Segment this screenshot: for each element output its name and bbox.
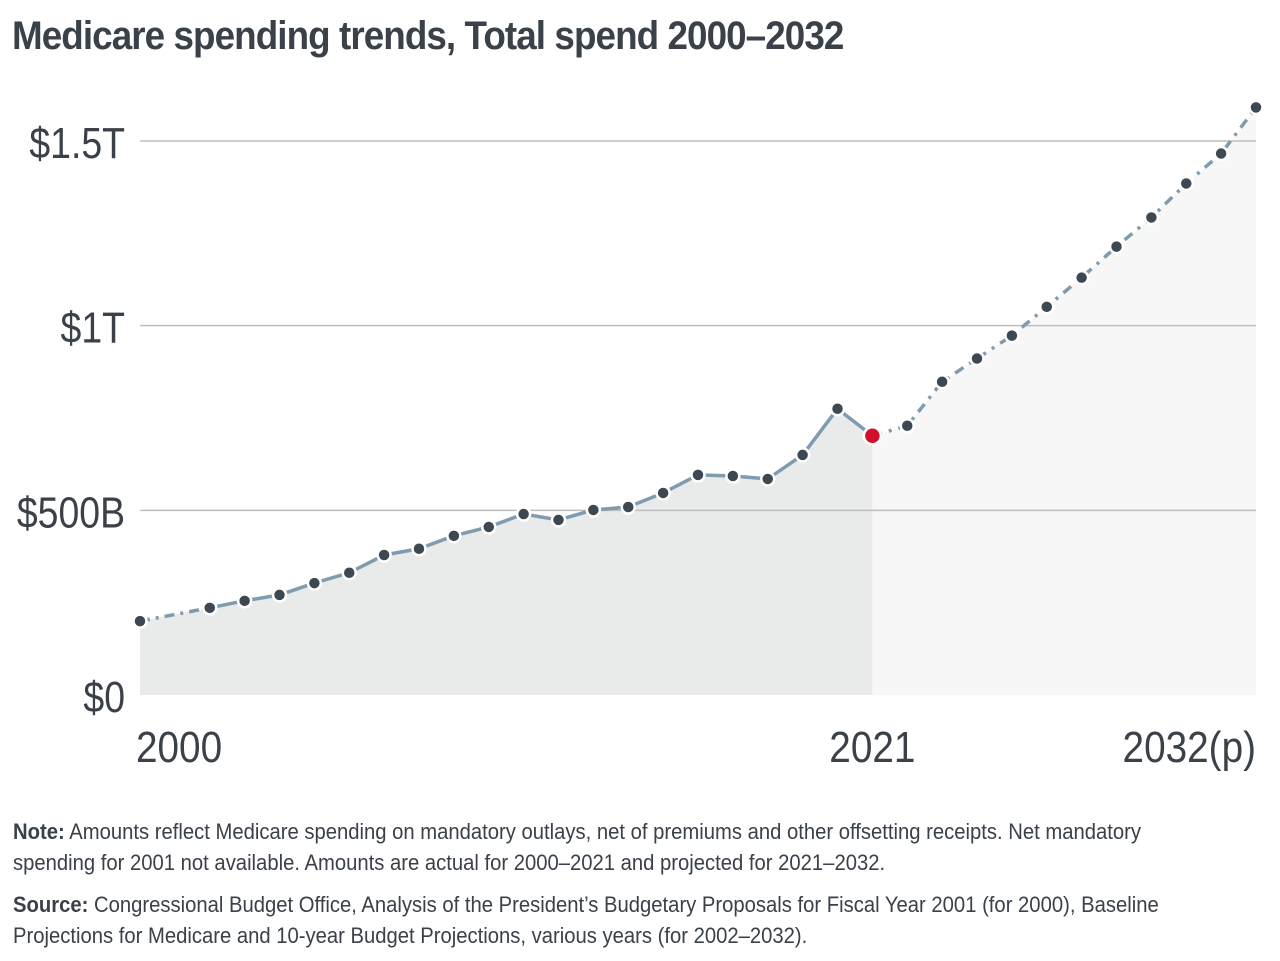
source-text: Congressional Budget Office, Analysis of… <box>13 892 1159 948</box>
chart-source: Source: Congressional Budget Office, Ana… <box>13 889 1163 951</box>
data-point <box>271 587 288 603</box>
data-point <box>411 540 427 557</box>
y-tick-label: $1.5T <box>29 118 125 168</box>
data-point <box>1178 175 1194 192</box>
data-point <box>829 401 846 417</box>
highlight-point <box>862 425 883 446</box>
data-point <box>515 506 532 522</box>
data-point <box>934 374 950 390</box>
data-point <box>446 528 462 544</box>
line-gap-segment <box>139 606 211 623</box>
data-point <box>725 468 741 484</box>
data-point <box>1248 99 1264 116</box>
data-point <box>1143 209 1160 226</box>
data-point <box>620 499 636 515</box>
data-point <box>550 512 567 528</box>
data-point <box>760 471 776 487</box>
chart-title: Medicare spending trends, Total spend 20… <box>12 14 844 58</box>
note-label: Note: <box>13 819 65 844</box>
data-point <box>1073 269 1090 286</box>
actual-area <box>140 408 873 695</box>
data-point <box>341 565 357 581</box>
data-point <box>585 502 602 518</box>
data-point <box>1108 238 1125 255</box>
data-point <box>306 575 323 591</box>
x-tick-label: 2000 <box>136 722 222 772</box>
data-point <box>481 519 497 535</box>
projected-line <box>871 106 1258 438</box>
x-tick-label: 2021 <box>829 722 915 772</box>
y-tick-label: $500B <box>17 487 125 537</box>
data-point <box>132 613 148 629</box>
data-point <box>236 593 253 609</box>
x-tick-label: 2032(p) <box>1123 722 1256 772</box>
data-point <box>1004 327 1020 344</box>
note-text: Amounts reflect Medicare spending on man… <box>13 819 1142 875</box>
chart-note: Note: Amounts reflect Medicare spending … <box>13 816 1163 878</box>
data-point <box>969 350 985 367</box>
projected-area <box>872 107 1256 695</box>
line-chart: $0 $500B $1T $1.5T 2000 2021 2032(p) <box>17 99 1264 772</box>
data-point <box>690 467 706 483</box>
y-tick-label: $0 <box>83 672 125 722</box>
data-point <box>655 485 671 501</box>
data-point <box>202 600 218 616</box>
data-point <box>1213 145 1229 162</box>
data-point <box>1039 299 1055 315</box>
data-point <box>899 418 915 434</box>
y-tick-label: $1T <box>61 303 125 353</box>
data-point <box>794 447 811 463</box>
source-label: Source: <box>13 892 89 917</box>
data-point <box>376 547 392 563</box>
